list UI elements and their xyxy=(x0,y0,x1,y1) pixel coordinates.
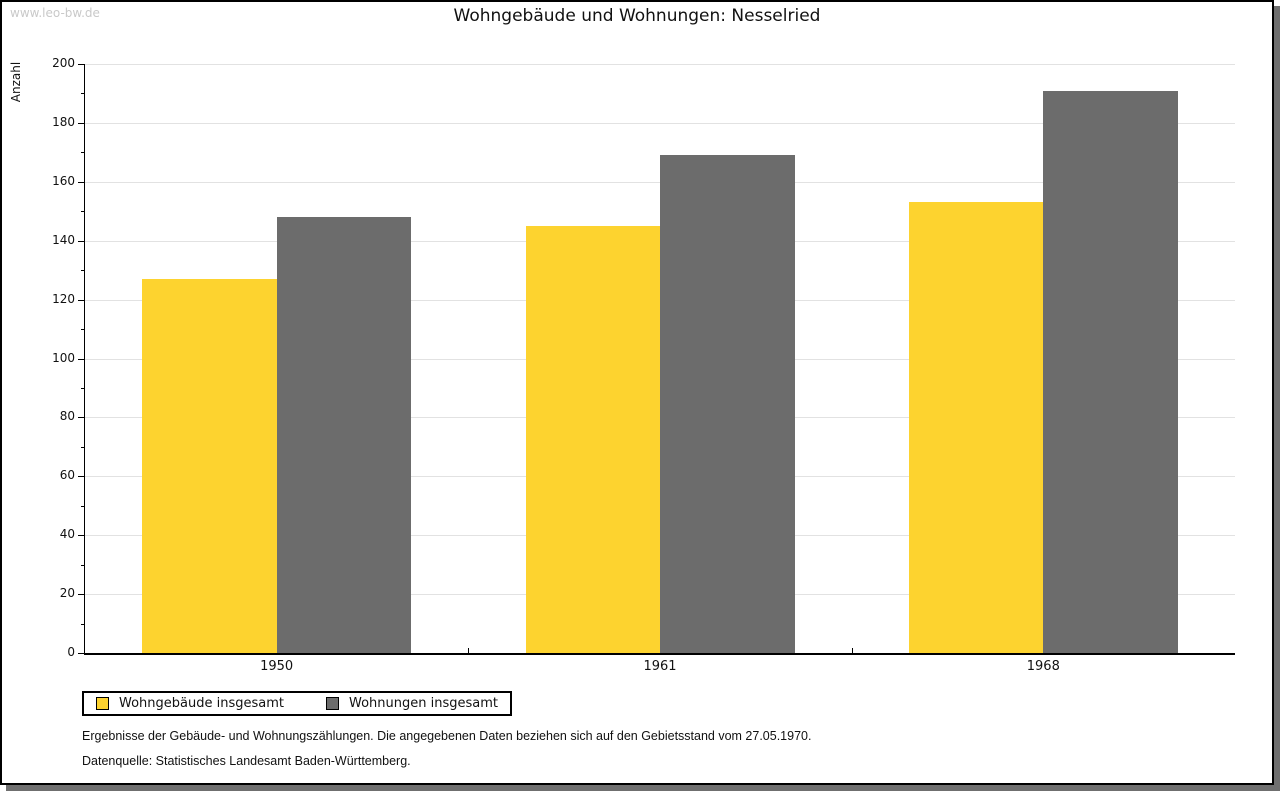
y-tick-label: 200 xyxy=(52,56,75,70)
legend-item-wohngebaeude: Wohngebäude insgesamt xyxy=(96,696,284,711)
footnote-source-note: Ergebnisse der Gebäude- und Wohnungszähl… xyxy=(82,729,812,743)
bar-1950-series1 xyxy=(276,217,412,653)
y-axis-minor-tick xyxy=(81,564,85,566)
legend-label: Wohngebäude insgesamt xyxy=(119,696,284,711)
plot-area: 0 20 40 60 80 100 120 140 160 180 200 1950 1961 1968 xyxy=(52,56,1235,674)
bar-1950-series0 xyxy=(142,279,277,653)
x-category-label: 1950 xyxy=(260,659,294,674)
y-axis-minor-tick xyxy=(81,387,85,389)
footnote-data-source: Datenquelle: Statistisches Landesamt Bad… xyxy=(82,754,411,768)
y-axis-tick xyxy=(78,653,85,654)
x-axis-tick xyxy=(851,648,853,653)
y-tick-label: 20 xyxy=(59,586,75,601)
y-axis-tick xyxy=(78,594,85,596)
y-tick-label: 100 xyxy=(52,350,75,365)
y-tick-label: 40 xyxy=(59,527,75,542)
y-axis-minor-tick xyxy=(81,270,85,272)
legend-swatch-yellow xyxy=(96,697,109,710)
y-tick-label: 120 xyxy=(52,291,75,306)
y-axis-tick xyxy=(78,535,85,537)
y-axis-minor-tick xyxy=(81,446,85,448)
bar-1961-series0 xyxy=(525,225,660,653)
y-axis-tick xyxy=(78,122,85,124)
gridline xyxy=(85,122,1235,124)
y-axis-minor-tick xyxy=(81,623,85,625)
y-tick-label: 160 xyxy=(52,173,75,188)
y-tick-label: 60 xyxy=(59,468,75,483)
y-axis-title: Anzahl xyxy=(9,61,23,103)
y-axis-tick xyxy=(78,240,85,242)
watermark: www.leo-bw.de xyxy=(10,6,100,20)
x-axis-tick xyxy=(468,648,470,653)
legend-label: Wohnungen insgesamt xyxy=(349,696,498,711)
y-tick-label: 80 xyxy=(59,409,75,424)
chart-title: Wohngebäude und Wohnungen: Nesselried xyxy=(453,6,821,26)
y-tick-label: 0 xyxy=(67,645,75,659)
y-tick-label: 180 xyxy=(52,114,75,129)
y-axis-minor-tick xyxy=(81,211,85,213)
y-axis-minor-tick xyxy=(81,152,85,154)
legend-swatch-gray xyxy=(326,697,339,710)
gridline xyxy=(85,64,1235,65)
y-axis-tick xyxy=(78,358,85,360)
y-axis-tick xyxy=(78,476,85,478)
y-axis-tick xyxy=(78,181,85,183)
y-axis-tick xyxy=(78,299,85,301)
y-axis-minor-tick xyxy=(81,505,85,507)
bar-1968-series0 xyxy=(908,202,1044,653)
legend-item-wohnungen: Wohnungen insgesamt xyxy=(326,696,498,711)
bar-1968-series1 xyxy=(1043,90,1178,653)
y-tick-label: 140 xyxy=(52,232,75,247)
y-axis-tick xyxy=(78,417,85,419)
y-axis-tick xyxy=(78,64,85,65)
y-axis-minor-tick xyxy=(81,93,85,95)
bar-1961-series1 xyxy=(660,155,795,653)
y-axis-minor-tick xyxy=(81,329,85,331)
legend: Wohngebäude insgesamt Wohnungen insgesam… xyxy=(82,691,512,716)
x-category-label: 1961 xyxy=(643,659,677,674)
x-category-label: 1968 xyxy=(1026,659,1060,674)
